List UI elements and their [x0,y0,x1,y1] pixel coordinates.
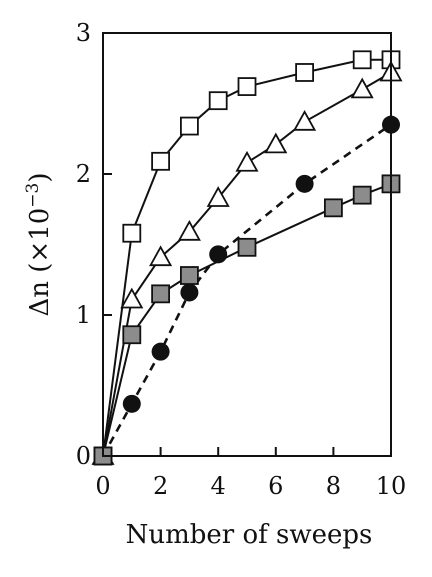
series-line-open-triangle [102,71,392,457]
x-tick-label: 4 [211,472,226,500]
marker-open-triangle [264,132,288,154]
marker-open-triangle [293,109,317,131]
marker-filled-circle [295,174,314,193]
marker-filled-circle [122,394,141,413]
marker-open-triangle [235,150,259,172]
markers-layer [91,50,403,466]
marker-filled-circle [209,245,228,264]
marker-open-triangle [350,77,374,99]
labels-layer: 0 2 4 6 8 10 0 1 2 3 Number of sweeps Δn (×10−3) [23,19,406,550]
x-tick-label: 6 [268,472,283,500]
marker-filled-circle [151,342,170,361]
series-line-open-square [102,58,391,457]
x-tick-label: 0 [95,472,110,500]
y-tick-label: 3 [76,19,91,47]
marker-open-triangle [177,219,201,241]
marker-gray-square [352,185,372,205]
y-tick-label: 1 [76,301,91,329]
marker-gray-square [151,284,171,304]
marker-gray-square [122,325,142,345]
marker-open-triangle [120,287,144,309]
marker-open-square [208,91,228,111]
marker-open-triangle [206,186,230,207]
marker-open-square [352,50,372,70]
y-axis-label: Δn (×10−3) [23,172,55,316]
marker-gray-square [179,266,199,285]
x-axis-label: Number of sweeps [126,520,373,550]
x-tick-label: 8 [326,472,341,500]
marker-gray-square [323,198,343,218]
series-line-filled-circle [101,123,392,457]
y-tick-label: 0 [76,442,91,470]
marker-open-square [122,223,142,243]
lines-layer [101,58,392,457]
marker-open-square [295,63,315,82]
marker-open-square [237,77,257,96]
marker-open-square [179,116,199,136]
y-tick-label: 2 [76,160,91,188]
x-tick-label: 10 [376,472,407,500]
marker-filled-circle [180,283,199,302]
marker-open-triangle [149,245,173,267]
plot-frame [102,32,392,457]
marker-open-square [151,151,171,171]
series-line-gray-square [102,182,392,457]
x-tick-label: 2 [153,472,168,500]
marker-gray-square [237,237,257,257]
